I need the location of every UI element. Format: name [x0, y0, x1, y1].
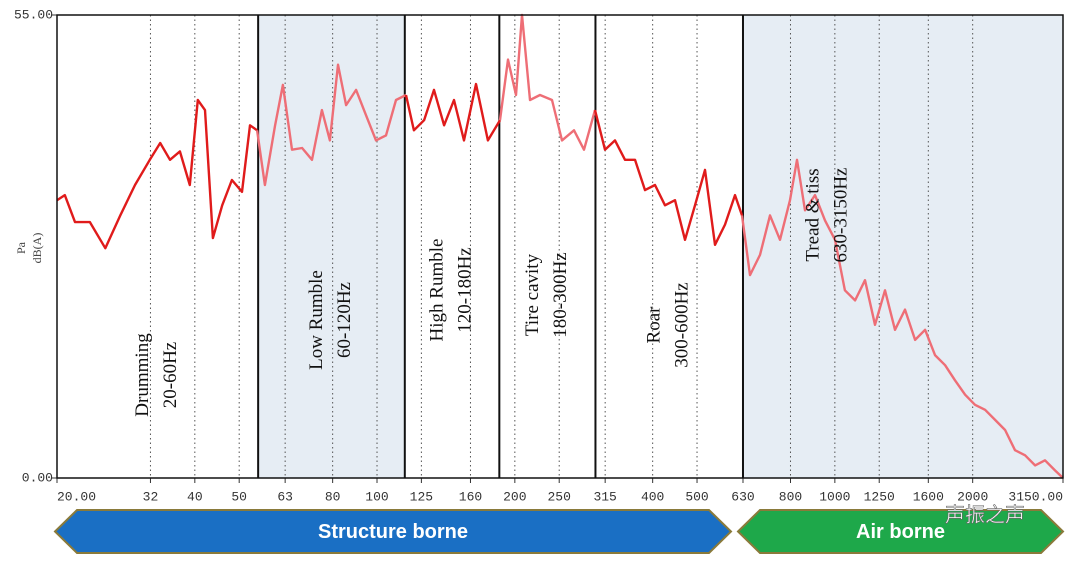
arrow [736, 509, 1065, 554]
x-tick-label: 500 [685, 489, 708, 504]
band-label: 630-3150Hz [830, 168, 851, 263]
band-area [595, 15, 743, 478]
band-label: Tire cavity [522, 253, 543, 336]
y-tick-label: 0.00 [22, 470, 53, 485]
x-tick-label: 2000 [957, 489, 988, 504]
x-tick-label: 250 [548, 489, 571, 504]
band-area [404, 15, 500, 478]
band-label: Drumming [132, 333, 153, 417]
arrow [53, 509, 733, 554]
band-area [742, 15, 1063, 478]
spectrum-line [255, 63, 407, 187]
y-axis-label: Pa [14, 241, 28, 254]
band-label: High Rumble [426, 239, 447, 342]
spectrum-line [404, 82, 502, 142]
x-tick-label: 63 [277, 489, 293, 504]
band-label: 180-300Hz [550, 252, 571, 337]
x-tick-label: 1600 [913, 489, 944, 504]
x-tick-label: 1250 [864, 489, 895, 504]
band-label: 20-60Hz [160, 342, 181, 408]
arrow-label: Air borne [856, 521, 945, 543]
x-tick-label: 1000 [819, 489, 850, 504]
band-label: Roar [644, 306, 665, 344]
spectrum-line [498, 13, 597, 151]
band-label: 60-120Hz [334, 282, 355, 358]
band-label: Tread & tiss [802, 168, 823, 261]
x-tick-label: 200 [503, 489, 526, 504]
spectrum-line [740, 158, 1064, 479]
x-tick-label: 3150.00 [1008, 489, 1063, 504]
x-tick-label: 800 [779, 489, 802, 504]
x-tick-label: 40 [187, 489, 203, 504]
arrow-label: Structure borne [318, 521, 468, 543]
x-tick-label: 400 [641, 489, 664, 504]
x-tick-label: 160 [459, 489, 482, 504]
x-tick-label: 20.00 [57, 489, 96, 504]
x-tick-label: 80 [325, 489, 341, 504]
x-tick-label: 315 [593, 489, 616, 504]
spectrum-line [593, 109, 744, 246]
x-tick-label: 50 [231, 489, 247, 504]
plot-frame [56, 14, 1064, 479]
band-area [57, 15, 259, 478]
band-label: 120-180Hz [454, 247, 475, 332]
band-label: 300-600Hz [672, 282, 693, 367]
x-tick-label: 630 [731, 489, 754, 504]
band-area [258, 15, 405, 478]
x-tick-label: 125 [410, 489, 433, 504]
y-axis-label: dB(A) [30, 233, 44, 264]
band-label: Low Rumble [306, 270, 327, 370]
x-tick-label: 100 [365, 489, 388, 504]
y-tick-label: 55.00 [14, 7, 53, 22]
x-tick-label: 32 [143, 489, 159, 504]
spectrum-line [56, 98, 258, 250]
watermark: 声振之声 [945, 503, 1025, 527]
